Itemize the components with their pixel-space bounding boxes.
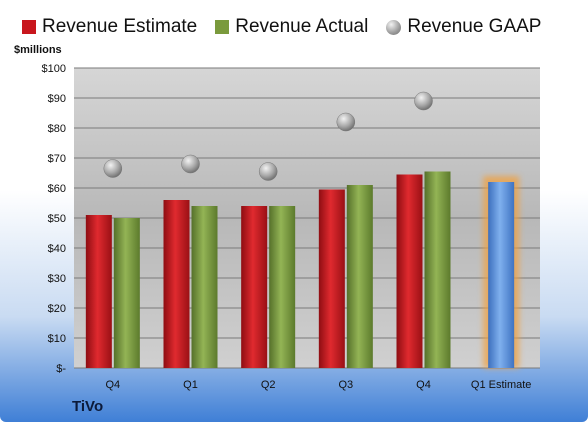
bar-revenue-estimate xyxy=(396,174,423,368)
legend-item-estimate: Revenue Estimate xyxy=(22,16,197,38)
legend: Revenue Estimate Revenue Actual Revenue … xyxy=(22,16,541,38)
y-axis-unit-label: $millions xyxy=(14,44,62,56)
legend-swatch-actual xyxy=(215,20,230,34)
y-tick-label: $40 xyxy=(48,243,66,255)
y-tick-label: $80 xyxy=(48,123,66,135)
marker-revenue-gaap xyxy=(103,159,123,178)
x-tick-label: Q4 xyxy=(416,379,431,391)
bar-revenue-actual xyxy=(346,185,373,368)
marker-revenue-gaap xyxy=(258,162,278,181)
y-tick-label: $20 xyxy=(48,303,66,315)
bar-revenue-estimate xyxy=(241,206,268,368)
company-name: TiVo xyxy=(72,398,104,415)
bar-revenue-actual xyxy=(269,206,296,368)
legend-label-gaap: Revenue GAAP xyxy=(407,16,542,37)
bar-revenue-actual xyxy=(113,218,140,368)
bar-revenue-estimate xyxy=(85,215,112,368)
x-axis-ticks: Q4 Q1 Q2 Q3 Q4 Q1 Estimate xyxy=(105,379,531,391)
legend-label-actual: Revenue Actual xyxy=(235,16,369,37)
bar-revenue-estimate xyxy=(163,200,190,368)
legend-swatch-gaap xyxy=(386,19,402,35)
gridlines xyxy=(74,67,540,369)
legend-swatch-estimate xyxy=(22,20,36,34)
legend-label-estimate: Revenue Estimate xyxy=(42,16,198,37)
marker-revenue-gaap xyxy=(181,154,200,174)
bar-revenue-estimate xyxy=(318,189,345,368)
y-tick-label: $- xyxy=(56,363,66,375)
bar-revenue-actual xyxy=(424,171,451,368)
marker-revenue-gaap xyxy=(336,112,356,132)
bar-revenue-forecast xyxy=(488,182,515,368)
x-tick-label: Q2 xyxy=(261,379,276,391)
x-tick-label: Q4 xyxy=(105,379,120,391)
y-tick-label: $30 xyxy=(48,273,66,285)
y-tick-label: $90 xyxy=(48,93,66,105)
y-tick-label: $100 xyxy=(42,63,66,75)
bar-revenue-actual xyxy=(191,206,218,368)
x-tick-label: Q1 Estimate xyxy=(471,379,532,391)
y-tick-label: $60 xyxy=(48,183,66,195)
y-tick-label: $50 xyxy=(48,213,66,225)
legend-item-actual: Revenue Actual xyxy=(215,16,368,38)
gaap-markers xyxy=(103,91,433,181)
x-tick-label: Q3 xyxy=(338,379,353,391)
marker-revenue-gaap xyxy=(414,91,433,111)
legend-item-gaap: Revenue GAAP xyxy=(386,16,541,38)
bars xyxy=(85,171,520,368)
y-tick-label: $70 xyxy=(48,153,66,165)
x-tick-label: Q1 xyxy=(183,379,198,391)
y-tick-label: $10 xyxy=(48,333,66,345)
y-axis-ticks: $- $10 $20 $30 $40 $50 $60 $70 $80 $90 $100 xyxy=(42,63,67,375)
